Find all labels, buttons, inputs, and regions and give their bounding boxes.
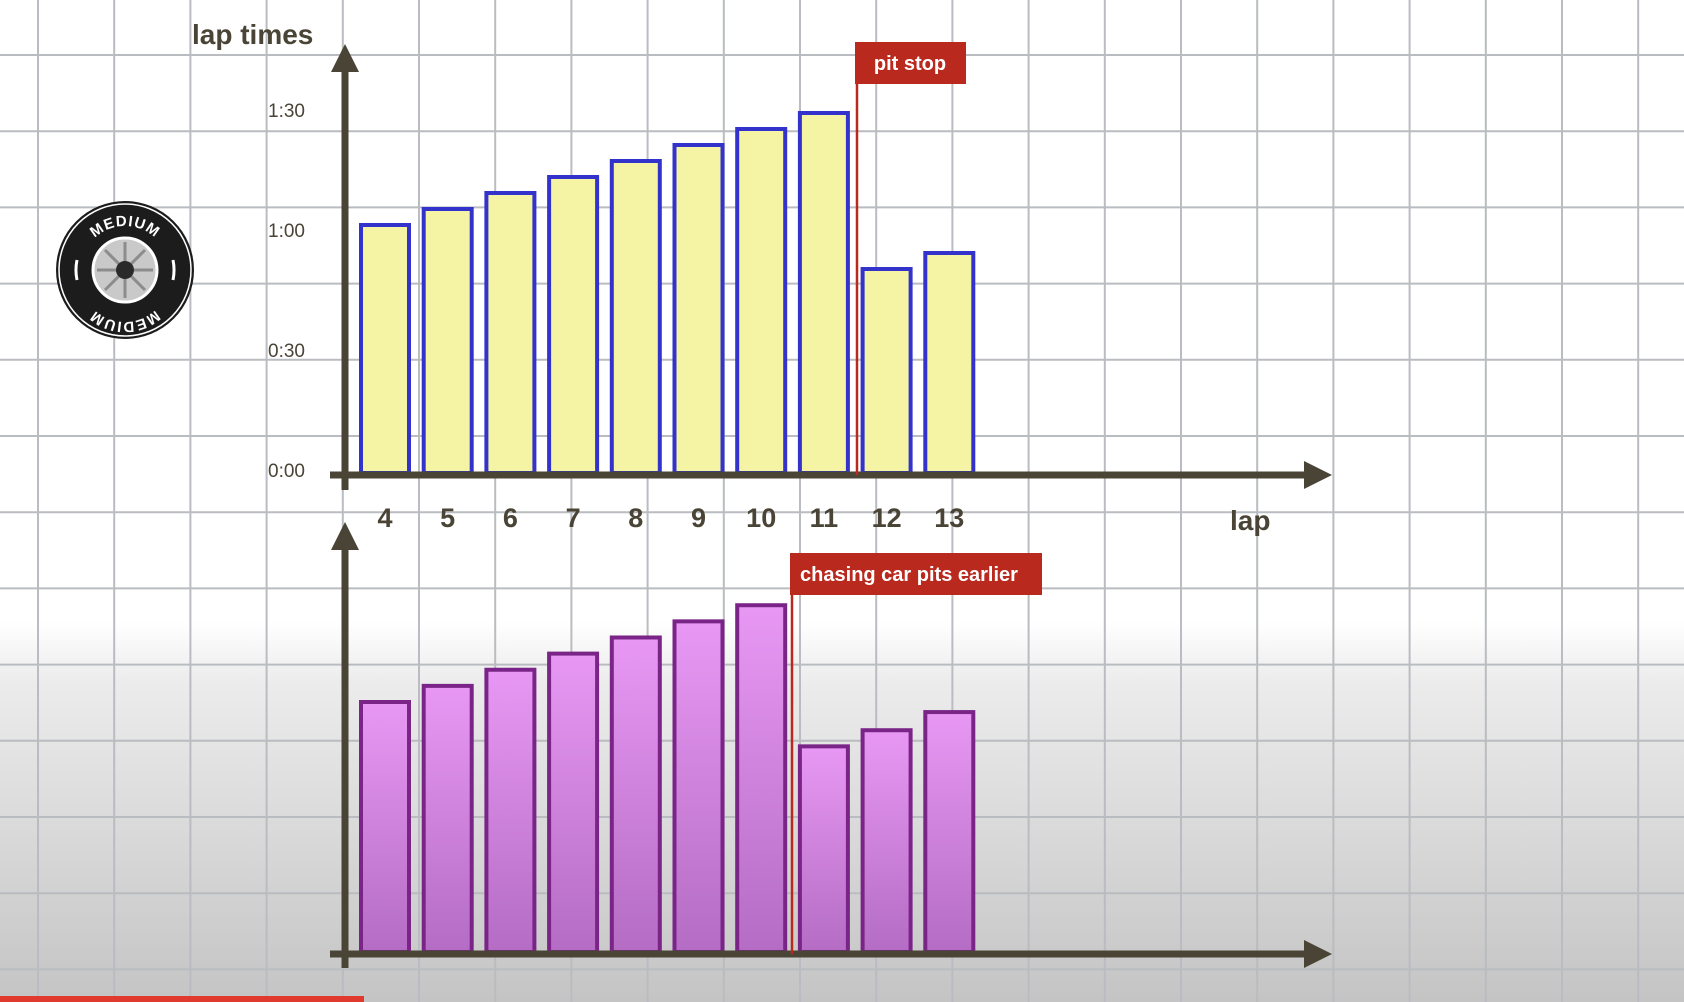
bottom-bar-lap-12	[860, 728, 913, 955]
x-category-label: 5	[440, 503, 455, 533]
bottom-bar-lap-4	[359, 700, 411, 954]
top-bar-lap-4	[359, 223, 411, 475]
pit-stop-label: pit stop	[874, 53, 946, 75]
x-category-label: 12	[872, 503, 902, 533]
x-category-label: 7	[566, 503, 581, 533]
bottom-bar-lap-8	[609, 635, 662, 955]
y-tick-label: 0:30	[268, 341, 305, 362]
y-tick-label: 0:00	[268, 461, 305, 482]
y-tick-label: 1:30	[268, 101, 305, 122]
x-category-label: 4	[377, 503, 392, 533]
bottom-bar-lap-7	[547, 651, 600, 954]
bottom-bar-lap-5	[421, 683, 474, 954]
top-x-categories: 4 5 6 7 8 9 10 11 12 13	[377, 503, 964, 533]
x-category-label: 9	[691, 503, 706, 533]
top-bar-lap-7	[547, 175, 600, 475]
pit-stop-annotation: pit stop	[855, 42, 966, 475]
x-category-label: 6	[503, 503, 518, 533]
bottom-bar-lap-9	[672, 619, 725, 955]
bottom-bar-lap-11	[797, 744, 850, 955]
bottom-bar-lap-10	[735, 603, 788, 955]
top-bar-series	[359, 111, 976, 475]
pit-stop-label-box	[855, 42, 966, 84]
top-y-ticks: 0:00 0:30 1:00 1:30	[268, 101, 305, 482]
top-bar-lap-13	[923, 251, 976, 475]
y-axis-label: lap times	[192, 19, 313, 50]
bottom-bar-lap-13	[923, 710, 976, 954]
top-bar-lap-12	[860, 267, 913, 475]
top-bar-lap-6	[484, 191, 537, 475]
x-category-label: 10	[746, 503, 776, 533]
x-category-label: 8	[628, 503, 643, 533]
x-category-label: 13	[934, 503, 964, 533]
top-bar-lap-11	[797, 111, 850, 475]
medium-tyre-icon: MEDIUM MEDIUM	[56, 201, 194, 339]
top-bar-lap-8	[609, 159, 662, 475]
bottom-bar-lap-6	[484, 667, 537, 954]
top-bar-lap-9	[672, 143, 725, 475]
chasing-car-label-box	[790, 553, 1042, 595]
chasing-car-annotation: chasing car pits earlier	[790, 553, 1042, 954]
y-tick-label: 1:00	[268, 221, 305, 242]
top-bar-lap-10	[735, 127, 788, 475]
x-axis-label: lap	[1230, 505, 1270, 536]
x-category-label: 11	[810, 503, 839, 533]
video-progress-bar[interactable]	[0, 996, 364, 1002]
chasing-car-label: chasing car pits earlier	[800, 564, 1018, 586]
top-bar-lap-5	[421, 207, 474, 475]
